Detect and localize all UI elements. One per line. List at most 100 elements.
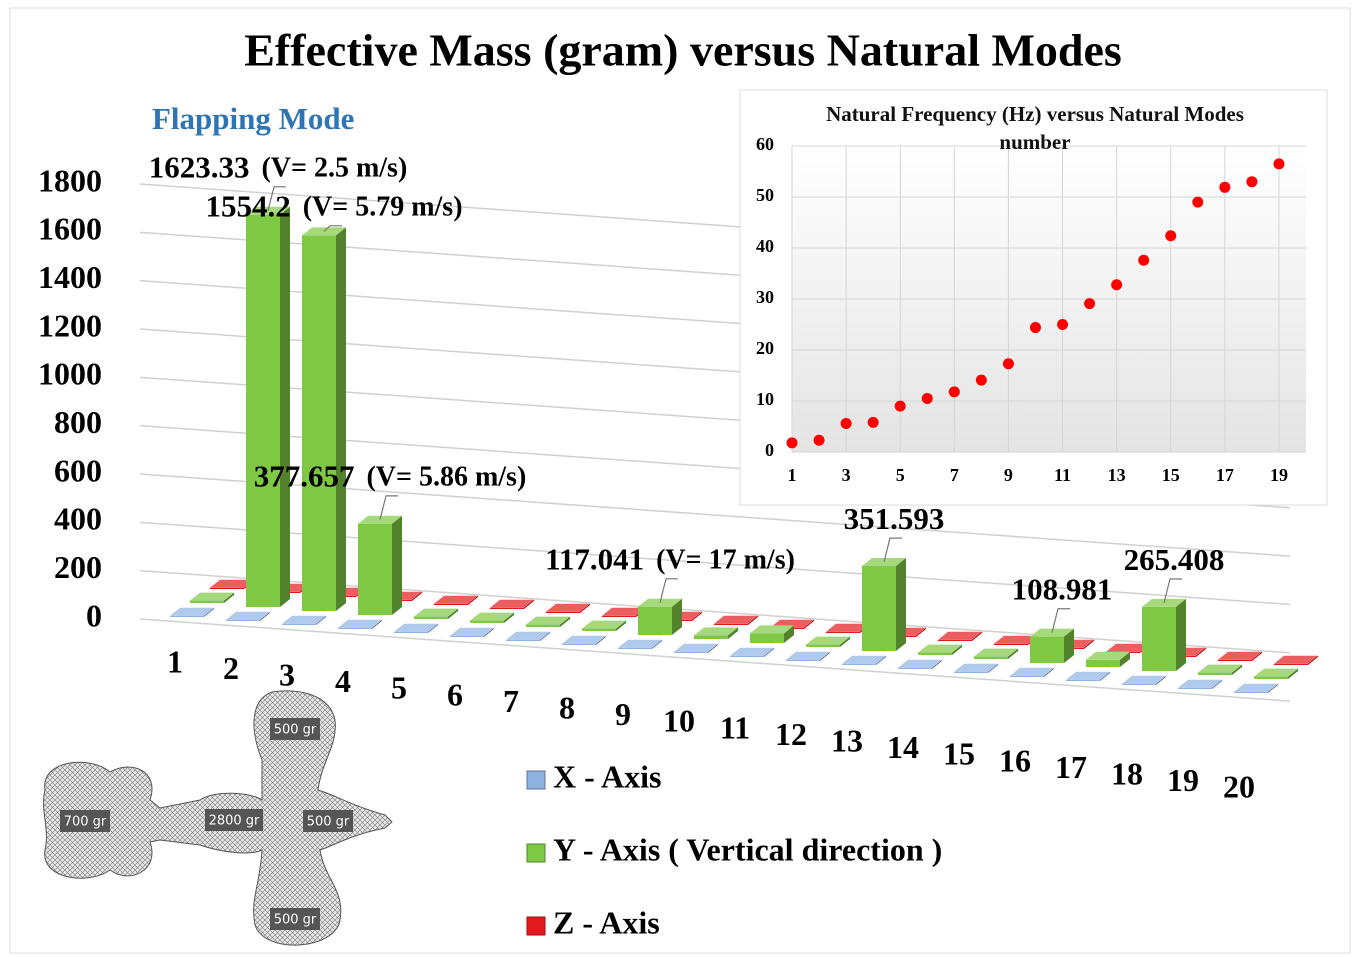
bar-side bbox=[336, 227, 346, 611]
y-tick-label: 40 bbox=[756, 236, 774, 256]
bar bbox=[358, 524, 392, 615]
data-label-value: 377.657 bbox=[254, 459, 355, 494]
wing-figure: 500 gr 700 gr 2800 gr 500 gr 500 gr bbox=[44, 691, 392, 945]
y-tick-label: 1600 bbox=[38, 211, 102, 247]
x-tick-label: 16 bbox=[999, 742, 1031, 778]
point bbox=[841, 418, 852, 429]
y-tick-label: 600 bbox=[54, 452, 102, 488]
y-tick-label: 0 bbox=[86, 597, 102, 633]
bar-top bbox=[618, 640, 662, 648]
y-tick-label: 1200 bbox=[38, 307, 102, 343]
x-tick-label: 18 bbox=[1111, 756, 1143, 792]
bar bbox=[282, 624, 316, 625]
point bbox=[1111, 279, 1122, 290]
data-label-value: 117.041 bbox=[545, 542, 644, 577]
bar bbox=[546, 612, 580, 613]
data-label: 265.408 bbox=[1124, 542, 1225, 577]
bar-top bbox=[1066, 672, 1110, 680]
data-label-value: 1623.33 bbox=[149, 150, 250, 185]
point bbox=[949, 386, 960, 397]
bar-top bbox=[1122, 676, 1166, 684]
data-label-note: (V= 17 m/s) bbox=[656, 545, 795, 576]
point bbox=[976, 375, 987, 386]
bar bbox=[1010, 676, 1044, 677]
bar-side bbox=[280, 207, 290, 607]
bar-top bbox=[898, 660, 942, 668]
bar-top bbox=[714, 616, 758, 624]
bar bbox=[898, 668, 932, 669]
bar bbox=[1030, 637, 1064, 663]
bar bbox=[730, 656, 764, 657]
bar bbox=[1218, 660, 1252, 661]
y-tick-label: 20 bbox=[756, 338, 774, 358]
x-tick-label: 15 bbox=[1162, 465, 1180, 485]
bar bbox=[806, 645, 840, 647]
x-tick-label: 7 bbox=[503, 683, 519, 719]
page: Effective Mass (gram) versus Natural Mod… bbox=[0, 0, 1358, 957]
x-tick-label: 20 bbox=[1223, 769, 1255, 805]
bar bbox=[826, 632, 860, 633]
bar-top bbox=[490, 600, 534, 608]
bar-top bbox=[842, 656, 886, 664]
bar bbox=[394, 632, 428, 633]
mass-label: 500 gr bbox=[303, 810, 353, 832]
bar bbox=[938, 640, 972, 641]
point bbox=[787, 437, 798, 448]
x-tick-label: 14 bbox=[887, 729, 919, 765]
mass-label: 700 gr bbox=[60, 810, 110, 832]
x-tick-label: 2 bbox=[223, 650, 239, 686]
bar bbox=[918, 653, 952, 655]
mass-text: 500 gr bbox=[274, 723, 317, 738]
x-tick-label: 5 bbox=[391, 670, 407, 706]
bar bbox=[714, 624, 748, 625]
y-tick-label: 1400 bbox=[38, 259, 102, 295]
bar bbox=[954, 672, 988, 673]
bar bbox=[414, 617, 448, 619]
bar-top bbox=[674, 644, 718, 652]
bar bbox=[862, 566, 896, 651]
bar-top bbox=[546, 604, 590, 612]
bar bbox=[974, 657, 1008, 659]
bar bbox=[506, 640, 540, 641]
mass-label: 500 gr bbox=[270, 908, 320, 930]
bar bbox=[1122, 684, 1156, 685]
legend-swatch bbox=[527, 771, 545, 789]
legend-swatch bbox=[527, 844, 545, 862]
x-tick-label: 19 bbox=[1167, 762, 1199, 798]
bar bbox=[750, 633, 784, 643]
point bbox=[1030, 322, 1041, 333]
x-tick-label: 9 bbox=[1004, 465, 1013, 485]
bar bbox=[450, 636, 484, 637]
bar bbox=[1234, 692, 1268, 693]
data-label-note: (V= 5.79 m/s) bbox=[303, 192, 463, 223]
x-tick-label: 13 bbox=[831, 723, 863, 759]
bar-top bbox=[954, 664, 998, 672]
point bbox=[1084, 298, 1095, 309]
bar bbox=[1142, 607, 1176, 671]
mass-label: 2800 gr bbox=[205, 809, 263, 831]
x-tick-label: 13 bbox=[1108, 465, 1126, 485]
y-tick-label: 10 bbox=[756, 389, 774, 409]
x-tick-label: 17 bbox=[1055, 749, 1087, 785]
bar bbox=[582, 629, 616, 631]
x-tick-label: 1 bbox=[788, 465, 797, 485]
bar bbox=[210, 588, 244, 589]
point bbox=[868, 417, 879, 428]
bar bbox=[302, 235, 336, 611]
bar-top bbox=[1234, 684, 1278, 692]
bar bbox=[190, 601, 224, 603]
bar-top bbox=[1010, 668, 1054, 676]
x-tick-label: 4 bbox=[335, 663, 351, 699]
bar bbox=[226, 620, 260, 621]
point bbox=[1219, 182, 1230, 193]
y-tick-label: 200 bbox=[54, 549, 102, 585]
y-tick-label: 800 bbox=[54, 404, 102, 440]
legend-label: X - Axis bbox=[553, 758, 661, 794]
data-label: 117.041 (V= 17 m/s) bbox=[545, 542, 795, 577]
bar-top bbox=[506, 632, 550, 640]
x-tick-label: 3 bbox=[842, 465, 851, 485]
data-label: 377.657(V= 5.86 m/s) bbox=[254, 459, 527, 494]
data-label: 1623.33(V= 2.5 m/s) bbox=[149, 150, 408, 185]
bar bbox=[1198, 673, 1232, 675]
bar bbox=[562, 644, 596, 645]
